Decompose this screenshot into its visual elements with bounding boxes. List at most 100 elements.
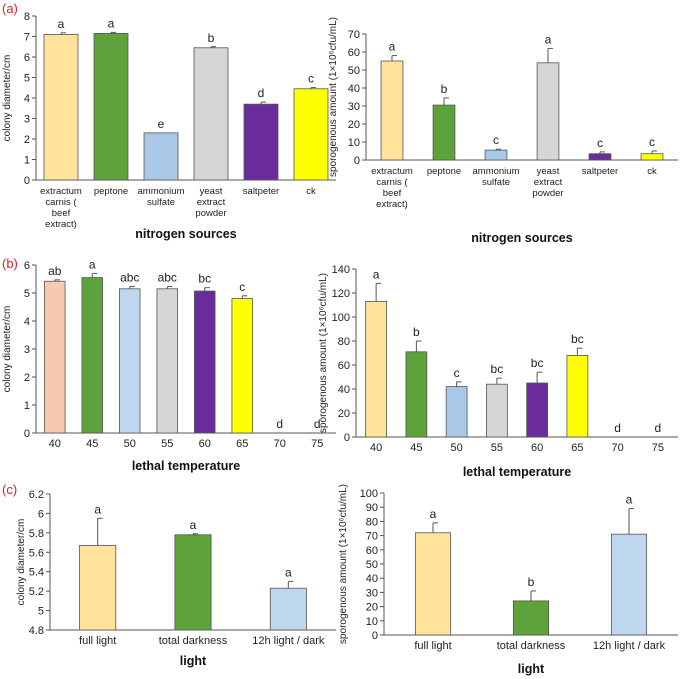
significance-letter: ab (48, 264, 62, 278)
x-tick-label: peptone (94, 186, 128, 197)
x-tick-label: 55 (491, 442, 503, 454)
bar (610, 533, 648, 636)
panel-label-b: (b) (2, 256, 18, 271)
x-tick-label: 50 (124, 438, 136, 450)
y-tick-label: 40 (348, 83, 360, 95)
x-tick-label: carnis ( (376, 177, 408, 188)
bar (194, 290, 216, 434)
x-tick-label: 75 (311, 438, 323, 450)
x-tick-label: beef (52, 208, 71, 219)
x-tick-label: saltpeter (582, 166, 618, 177)
y-tick-label: 0 (372, 630, 378, 642)
x-tick-label: 60 (199, 438, 211, 450)
y-tick-label: 8 (24, 11, 30, 23)
panel-label-a: (a) (2, 1, 18, 16)
x-axis-title: lethal temperature (132, 459, 240, 473)
x-tick-label: ck (306, 186, 316, 197)
significance-letter: d (276, 417, 283, 431)
y-tick-label: 20 (348, 119, 360, 131)
bar (536, 62, 560, 161)
y-tick-label: 80 (338, 336, 350, 348)
x-tick-label: full light (79, 635, 116, 647)
bar (293, 88, 329, 181)
y-tick-label: 30 (348, 101, 360, 113)
x-tick-label: saltpeter (243, 186, 279, 197)
x-axis-title: nitrogen sources (471, 231, 572, 245)
y-tick-label: 3 (24, 114, 30, 126)
x-tick-label: beef (383, 188, 402, 199)
significance-letter: c (454, 366, 460, 380)
y-tick-label: 80 (366, 516, 378, 528)
bar (269, 587, 307, 631)
bar (79, 545, 117, 631)
bar (193, 47, 229, 181)
y-tick-label: 20 (366, 602, 378, 614)
significance-letter: a (389, 40, 396, 54)
x-tick-label: 45 (86, 438, 98, 450)
x-tick-label: extract (197, 197, 226, 208)
x-tick-label: full light (414, 640, 451, 652)
x-axis-title: light (180, 654, 207, 668)
y-tick-label: 60 (348, 47, 360, 59)
significance-letter: abc (158, 271, 177, 285)
significance-letter: a (190, 518, 197, 532)
chart-c-right: 0 10 20 30 40 50 60 70 80 90 100 sporogenous amount… (338, 484, 678, 676)
x-tick-label: total darkness (497, 640, 566, 652)
bar (156, 288, 178, 434)
y-axis-title: colony diameter/cm (2, 55, 13, 142)
significance-letter: a (430, 507, 437, 521)
x-tick-label: 60 (531, 442, 543, 454)
y-tick-label: 40 (366, 573, 378, 585)
y-tick-label: 5.6 (29, 547, 44, 559)
x-tick-label: 75 (652, 442, 664, 454)
x-axis-title: light (518, 662, 545, 676)
y-tick-label: 30 (366, 587, 378, 599)
x-tick-label: 65 (571, 442, 583, 454)
x-tick-label: powder (532, 188, 563, 199)
y-tick-label: 7 (24, 32, 30, 44)
x-tick-label: 12h light / dark (593, 640, 666, 652)
y-tick-label: 0 (24, 175, 30, 187)
y-tick-label: 1 (24, 400, 30, 412)
y-axis-title: colony diameter/cm (16, 519, 27, 606)
significance-letter: c (493, 133, 499, 147)
significance-letter: d (314, 417, 321, 431)
bar (174, 534, 212, 631)
y-tick-label: 20 (338, 408, 350, 420)
bar (588, 153, 612, 161)
bar (119, 288, 141, 434)
significance-letter: a (108, 16, 115, 30)
significance-letter: bc (571, 332, 584, 346)
bar (380, 60, 404, 161)
significance-letter: c (308, 72, 314, 86)
x-tick-label: 70 (274, 438, 286, 450)
significance-letter: c (597, 136, 603, 150)
bar (81, 277, 103, 434)
significance-letter: a (58, 17, 65, 31)
y-tick-label: 90 (366, 502, 378, 514)
y-tick-label: 5.2 (29, 586, 44, 598)
y-tick-label: 4 (24, 93, 30, 105)
x-tick-label: sulfate (482, 177, 510, 188)
x-tick-label: extract) (45, 219, 77, 230)
significance-letter: b (208, 31, 215, 45)
y-axis-title: sporogenous amount (1×10⁶cfu/mL) (338, 484, 349, 644)
x-tick-label: 12h light / dark (252, 635, 325, 647)
y-tick-label: 120 (332, 288, 350, 300)
significance-letter: a (94, 502, 101, 516)
y-tick-label: 10 (366, 616, 378, 628)
significance-letter: a (285, 565, 292, 579)
y-tick-label: 1 (24, 155, 30, 167)
significance-letter: a (373, 267, 380, 281)
y-tick-label: 100 (360, 488, 378, 500)
y-tick-label: 6 (24, 260, 30, 272)
y-tick-label: 60 (338, 360, 350, 372)
significance-letter: a (626, 493, 633, 507)
y-tick-label: 50 (348, 65, 360, 77)
y-tick-label: 70 (366, 531, 378, 543)
y-axis-title: sporogenous amount (1×10⁶cfu/mL) (318, 273, 329, 433)
x-tick-label: extractum (371, 166, 413, 177)
bar (93, 33, 129, 181)
bar (512, 600, 550, 636)
y-tick-label: 100 (332, 312, 350, 324)
